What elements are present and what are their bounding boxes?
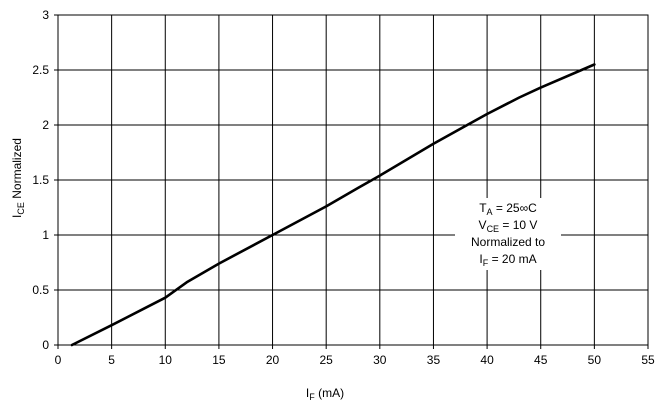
x-tick-label: 55 bbox=[641, 353, 655, 367]
x-tick-label: 25 bbox=[320, 353, 334, 367]
x-tick-label: 20 bbox=[266, 353, 280, 367]
x-tick-label: 10 bbox=[159, 353, 173, 367]
x-tick-label: 40 bbox=[480, 353, 494, 367]
x-tick-label: 30 bbox=[373, 353, 387, 367]
y-tick-label: 3 bbox=[42, 8, 49, 22]
series-line bbox=[70, 63, 596, 347]
x-tick-label: 50 bbox=[588, 353, 602, 367]
x-tick-label: 35 bbox=[427, 353, 441, 367]
plot-frame bbox=[57, 14, 649, 346]
x-tick-label: 0 bbox=[55, 353, 62, 367]
x-tick-label: 15 bbox=[212, 353, 226, 367]
annotation-line3: Normalized to bbox=[471, 235, 545, 249]
x-axis: 0 5 10 15 20 25 30 35 40 45 50 55 bbox=[55, 353, 655, 367]
x-tick-label: 5 bbox=[108, 353, 115, 367]
y-tick-label: 1.5 bbox=[32, 173, 49, 187]
y-axis-title: ICE Normalized bbox=[10, 138, 26, 218]
annotation-box bbox=[455, 198, 561, 270]
y-tick-label: 0.5 bbox=[32, 283, 49, 297]
y-tick-label: 1 bbox=[42, 228, 49, 242]
annotation-line2: VCE = 10 V bbox=[479, 218, 538, 234]
x-tick-label: 45 bbox=[534, 353, 548, 367]
annotation-line1: TA = 25∞C bbox=[479, 201, 537, 217]
y-tick-label: 0 bbox=[42, 338, 49, 352]
y-axis: 0 0.5 1 1.5 2 2.5 3 bbox=[32, 8, 49, 352]
x-axis-title: IF (mA) bbox=[306, 386, 344, 402]
grid bbox=[54, 14, 649, 349]
y-tick-label: 2.5 bbox=[32, 63, 49, 77]
annotation-line4: IF = 20 mA bbox=[479, 252, 536, 268]
y-tick-label: 2 bbox=[42, 118, 49, 132]
